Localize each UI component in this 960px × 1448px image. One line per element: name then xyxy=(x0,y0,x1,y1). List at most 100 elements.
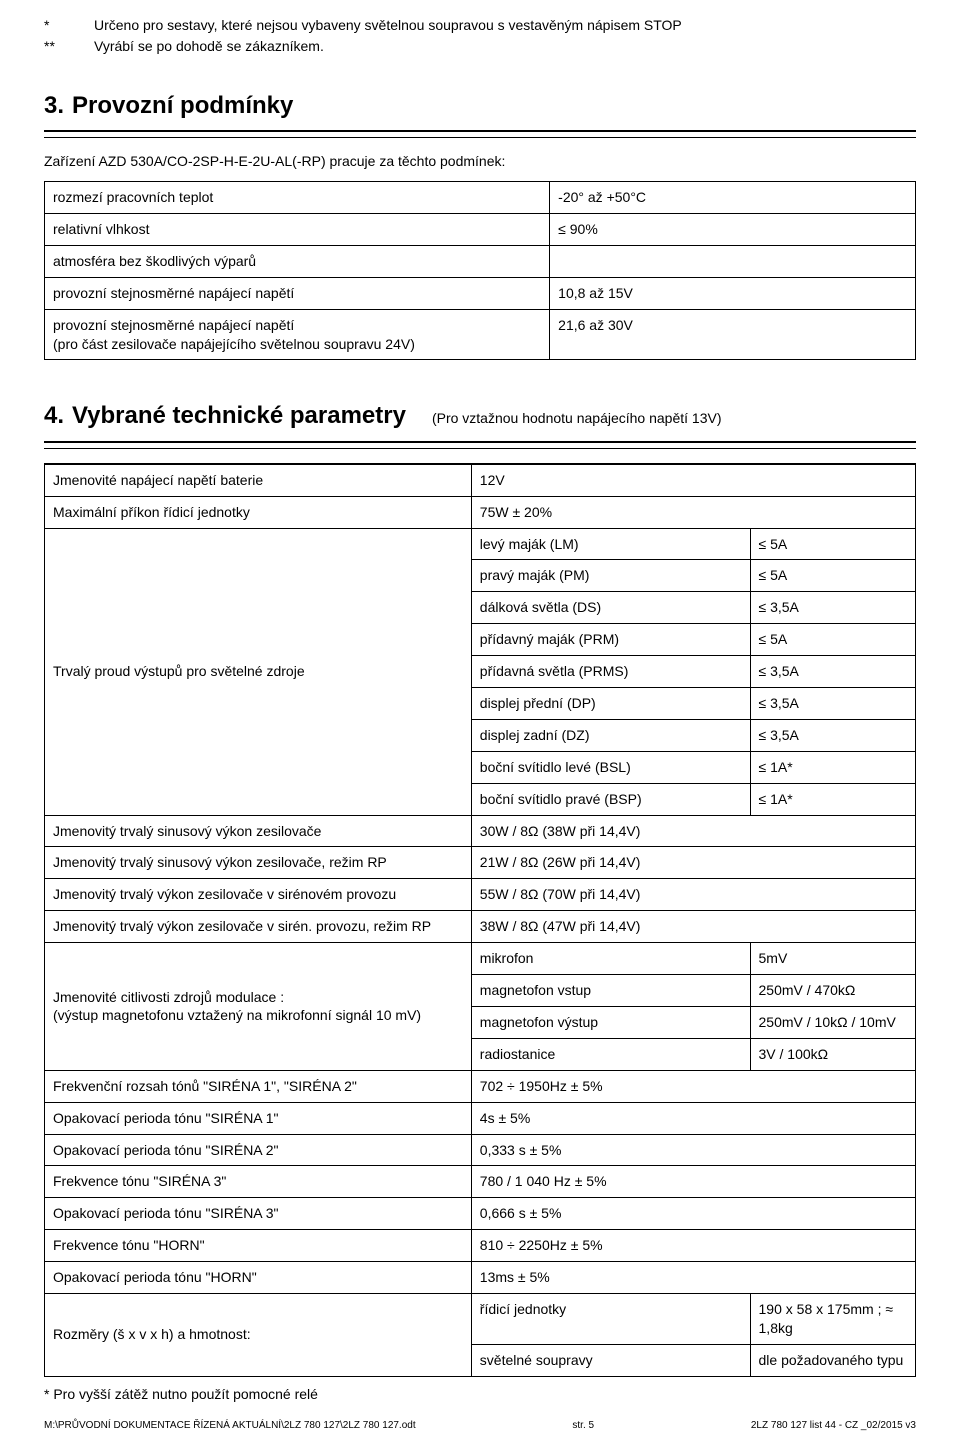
sub-label: displej zadní (DZ) xyxy=(471,719,750,751)
note-text: Určeno pro sestavy, které nejsou vybaven… xyxy=(94,16,682,35)
sub-value: 5mV xyxy=(750,943,915,975)
param-label: Rozměry (š x v x h) a hmotnost: xyxy=(45,1293,472,1376)
section3-rule xyxy=(44,130,916,138)
param-label: atmosféra bez škodlivých výparů xyxy=(45,245,550,277)
param-value: 13ms ± 5% xyxy=(471,1262,915,1294)
sub-label: radiostanice xyxy=(471,1038,750,1070)
param-label: Opakovací perioda tónu "SIRÉNA 1" xyxy=(45,1102,472,1134)
param-label: Trvalý proud výstupů pro světelné zdroje xyxy=(45,528,472,815)
section3-number: 3. xyxy=(44,90,64,122)
table-row: Jmenovitý trvalý sinusový výkon zesilova… xyxy=(45,815,916,847)
sub-label: boční svítidlo levé (BSL) xyxy=(471,751,750,783)
table-row: Opakovací perioda tónu "SIRÉNA 2"0,333 s… xyxy=(45,1134,916,1166)
table-row: Jmenovitý trvalý sinusový výkon zesilova… xyxy=(45,847,916,879)
sub-value: ≤ 3,5A xyxy=(750,688,915,720)
sub-value: ≤ 1A* xyxy=(750,751,915,783)
param-value: 702 ÷ 1950Hz ± 5% xyxy=(471,1070,915,1102)
param-value: 0,333 s ± 5% xyxy=(471,1134,915,1166)
sub-label: světelné soupravy xyxy=(471,1344,750,1376)
note-marker: ** xyxy=(44,37,80,56)
param-label: Opakovací perioda tónu "HORN" xyxy=(45,1262,472,1294)
page: * Určeno pro sestavy, které nejsou vybave… xyxy=(0,0,960,1448)
sub-label: displej přední (DP) xyxy=(471,688,750,720)
param-label: rozmezí pracovních teplot xyxy=(45,182,550,214)
sub-value: 190 x 58 x 175mm ; ≈ 1,8kg xyxy=(750,1293,915,1344)
sub-label: řídicí jednotky xyxy=(471,1293,750,1344)
table-row: Rozměry (š x v x h) a hmotnost:řídicí je… xyxy=(45,1293,916,1344)
sub-label: levý maják (LM) xyxy=(471,528,750,560)
sub-value: 250mV / 470kΩ xyxy=(750,975,915,1007)
sub-label: dálková světla (DS) xyxy=(471,592,750,624)
sub-value: ≤ 5A xyxy=(750,624,915,656)
section3-table: rozmezí pracovních teplot-20° až +50°Cre… xyxy=(44,181,916,360)
table-row: Jmenovité napájecí napětí baterie12V xyxy=(45,464,916,496)
table-row: Jmenovité citlivosti zdrojů modulace : (… xyxy=(45,943,916,975)
table-row: Frekvence tónu "SIRÉNA 3"780 / 1 040 Hz … xyxy=(45,1166,916,1198)
table-row: provozní stejnosměrné napájecí napětí10,… xyxy=(45,277,916,309)
table-row: Jmenovitý trvalý výkon zesilovače v siré… xyxy=(45,879,916,911)
top-note-row: * Určeno pro sestavy, které nejsou vybave… xyxy=(44,16,916,35)
param-label: Jmenovitý trvalý sinusový výkon zesilova… xyxy=(45,847,472,879)
section4-title: Vybrané technické parametry xyxy=(72,400,406,432)
param-value: 21W / 8Ω (26W při 14,4V) xyxy=(471,847,915,879)
footer-right: 2LZ 780 127 list 44 - CZ _02/2015 v3 xyxy=(751,1419,916,1433)
sub-value: ≤ 5A xyxy=(750,560,915,592)
table-row: Frekvence tónu "HORN"810 ÷ 2250Hz ± 5% xyxy=(45,1230,916,1262)
param-value: 12V xyxy=(471,464,915,496)
param-label: Jmenovité citlivosti zdrojů modulace : (… xyxy=(45,943,472,1071)
param-label: Maximální příkon řídicí jednotky xyxy=(45,496,472,528)
page-footer: M:\PRŮVODNÍ DOKUMENTACE ŘÍZENÁ AKTUÁLNÍ\… xyxy=(44,1419,916,1433)
footer-center: str. 5 xyxy=(572,1419,594,1433)
sub-value: ≤ 3,5A xyxy=(750,719,915,751)
param-value: 0,666 s ± 5% xyxy=(471,1198,915,1230)
param-label: Opakovací perioda tónu "SIRÉNA 2" xyxy=(45,1134,472,1166)
param-value: 55W / 8Ω (70W při 14,4V) xyxy=(471,879,915,911)
sub-value: ≤ 1A* xyxy=(750,783,915,815)
section4-heading: 4. Vybrané technické parametry (Pro vzta… xyxy=(44,400,916,432)
note-text: Vyrábí se po dohodě se zákazníkem. xyxy=(94,37,324,56)
param-value: 810 ÷ 2250Hz ± 5% xyxy=(471,1230,915,1262)
param-value: ≤ 90% xyxy=(550,213,916,245)
param-label: provozní stejnosměrné napájecí napětí xyxy=(45,277,550,309)
sub-value: ≤ 3,5A xyxy=(750,656,915,688)
section4-footnote: * Pro vyšší zátěž nutno použít pomocné r… xyxy=(44,1385,916,1404)
top-note-row: ** Vyrábí se po dohodě se zákazníkem. xyxy=(44,37,916,56)
table-row: provozní stejnosměrné napájecí napětí (p… xyxy=(45,309,916,360)
param-value: 38W / 8Ω (47W při 14,4V) xyxy=(471,911,915,943)
table-row: Opakovací perioda tónu "SIRÉNA 3"0,666 s… xyxy=(45,1198,916,1230)
top-notes: * Určeno pro sestavy, které nejsou vybave… xyxy=(44,16,916,56)
sub-value: 250mV / 10kΩ / 10mV xyxy=(750,1006,915,1038)
table-row: Maximální příkon řídicí jednotky75W ± 20… xyxy=(45,496,916,528)
table-row: relativní vlhkost≤ 90% xyxy=(45,213,916,245)
table-row: Opakovací perioda tónu "SIRÉNA 1"4s ± 5% xyxy=(45,1102,916,1134)
note-marker: * xyxy=(44,16,80,35)
sub-value: dle požadovaného typu xyxy=(750,1344,915,1376)
sub-value: ≤ 5A xyxy=(750,528,915,560)
sub-value: ≤ 3,5A xyxy=(750,592,915,624)
param-value: 75W ± 20% xyxy=(471,496,915,528)
sub-label: magnetofon výstup xyxy=(471,1006,750,1038)
sub-label: boční svítidlo pravé (BSP) xyxy=(471,783,750,815)
param-value: 780 / 1 040 Hz ± 5% xyxy=(471,1166,915,1198)
param-value xyxy=(550,245,916,277)
section3-title: Provozní podmínky xyxy=(72,90,293,122)
param-label: Jmenovitý trvalý sinusový výkon zesilova… xyxy=(45,815,472,847)
section4-rule xyxy=(44,441,916,449)
table-row: Jmenovitý trvalý výkon zesilovače v siré… xyxy=(45,911,916,943)
footer-left: M:\PRŮVODNÍ DOKUMENTACE ŘÍZENÁ AKTUÁLNÍ\… xyxy=(44,1419,416,1433)
sub-label: magnetofon vstup xyxy=(471,975,750,1007)
sub-label: pravý maják (PM) xyxy=(471,560,750,592)
table-row: rozmezí pracovních teplot-20° až +50°C xyxy=(45,182,916,214)
param-label: provozní stejnosměrné napájecí napětí (p… xyxy=(45,309,550,360)
table-row: atmosféra bez škodlivých výparů xyxy=(45,245,916,277)
table-row: Frekvenční rozsah tónů "SIRÉNA 1", "SIRÉ… xyxy=(45,1070,916,1102)
section4-subtitle: (Pro vztažnou hodnotu napájecího napětí … xyxy=(432,409,722,428)
param-value: 21,6 až 30V xyxy=(550,309,916,360)
param-label: Frekvence tónu "HORN" xyxy=(45,1230,472,1262)
param-value: 4s ± 5% xyxy=(471,1102,915,1134)
param-label: Opakovací perioda tónu "SIRÉNA 3" xyxy=(45,1198,472,1230)
param-label: Frekvence tónu "SIRÉNA 3" xyxy=(45,1166,472,1198)
section4-number: 4. xyxy=(44,400,64,432)
sub-label: přídavný maják (PRM) xyxy=(471,624,750,656)
param-label: relativní vlhkost xyxy=(45,213,550,245)
